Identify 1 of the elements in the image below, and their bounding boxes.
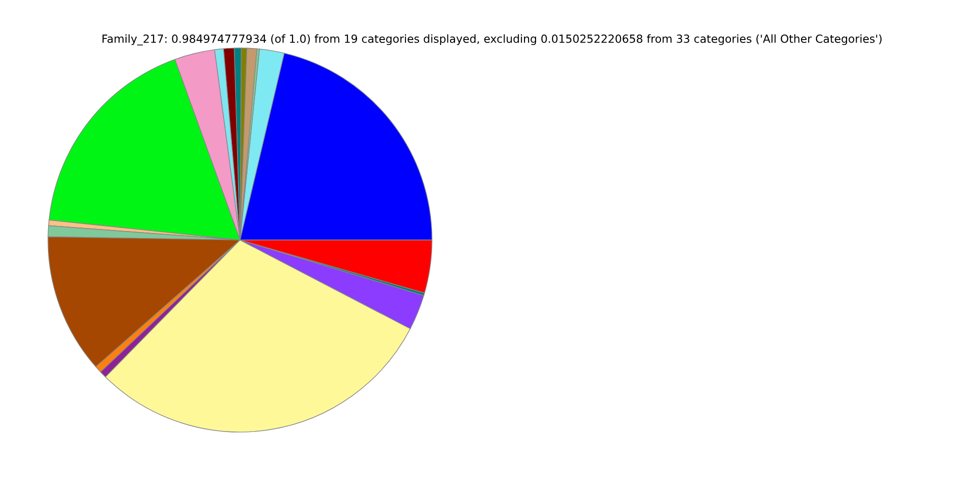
text: Family_217: 0.984974777934 (of 1.0) from 19 categories displayed, excluding 0.0150252220658 from 33 categories ('All Other Categories') — [102, 34, 882, 46]
